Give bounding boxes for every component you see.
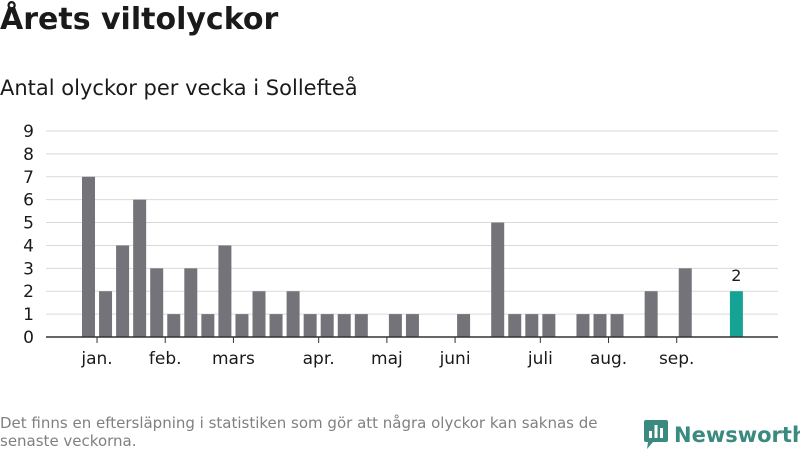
bar bbox=[337, 314, 351, 337]
bar bbox=[576, 314, 590, 337]
bar bbox=[388, 314, 402, 337]
y-tick-label: 7 bbox=[23, 168, 34, 188]
bar bbox=[593, 314, 607, 337]
bar-highlight bbox=[729, 291, 743, 337]
bar bbox=[252, 291, 266, 337]
bar bbox=[457, 314, 471, 337]
brand-name: Newsworthy bbox=[674, 423, 800, 447]
bar bbox=[184, 268, 198, 337]
bar bbox=[610, 314, 624, 337]
y-tick-label: 9 bbox=[23, 122, 34, 142]
bar bbox=[644, 291, 658, 337]
x-tick-label: feb. bbox=[149, 349, 182, 369]
y-tick-label: 4 bbox=[23, 236, 34, 256]
x-tick-label: mars bbox=[212, 349, 255, 369]
bar bbox=[167, 314, 181, 337]
bar bbox=[525, 314, 539, 337]
x-tick-label: apr. bbox=[303, 349, 335, 369]
bar bbox=[491, 222, 505, 337]
x-tick-label: juli bbox=[527, 349, 553, 369]
chart-subtitle: Antal olyckor per vecka i Sollefteå bbox=[0, 76, 358, 100]
x-tick-label: jan. bbox=[80, 349, 112, 369]
bar bbox=[99, 291, 113, 337]
y-tick-label: 1 bbox=[23, 305, 34, 325]
bar bbox=[405, 314, 419, 337]
bar bbox=[678, 268, 692, 337]
bar bbox=[82, 176, 95, 337]
y-tick-label: 2 bbox=[23, 282, 34, 302]
y-tick-label: 5 bbox=[23, 214, 34, 234]
y-tick-label: 8 bbox=[23, 145, 34, 165]
bar bbox=[235, 314, 249, 337]
bar bbox=[286, 291, 300, 337]
bar-chart: 0 1 2 3 45 6 7 8 9 2 jan. feb. mars apr. maj juni juli au… bbox=[23, 122, 778, 369]
x-tick-label: juni bbox=[439, 349, 471, 369]
x-tick-label: sep. bbox=[659, 349, 695, 369]
newsworthy-logo: Newsworthy bbox=[644, 420, 800, 450]
bar-data-label: 2 bbox=[731, 266, 741, 285]
bar bbox=[218, 245, 232, 337]
bar bbox=[133, 199, 147, 337]
x-tick-label: aug. bbox=[590, 349, 627, 369]
bar bbox=[150, 268, 164, 337]
x-tick-label: maj bbox=[371, 349, 403, 369]
bar bbox=[201, 314, 215, 337]
bar bbox=[269, 314, 283, 337]
bar bbox=[542, 314, 556, 337]
bar bbox=[320, 314, 334, 337]
bar bbox=[116, 245, 130, 337]
chart-title: Årets viltolyckor bbox=[0, 2, 279, 37]
bar bbox=[303, 314, 317, 337]
y-tick-label: 0 bbox=[23, 328, 34, 348]
bar bbox=[354, 314, 368, 337]
y-tick-label: 6 bbox=[23, 191, 34, 211]
newsworthy-icon bbox=[644, 420, 668, 449]
bar bbox=[508, 314, 522, 337]
footnote: Det finns en eftersläpning i statistiken… bbox=[0, 414, 598, 450]
y-tick-label: 3 bbox=[23, 259, 34, 279]
